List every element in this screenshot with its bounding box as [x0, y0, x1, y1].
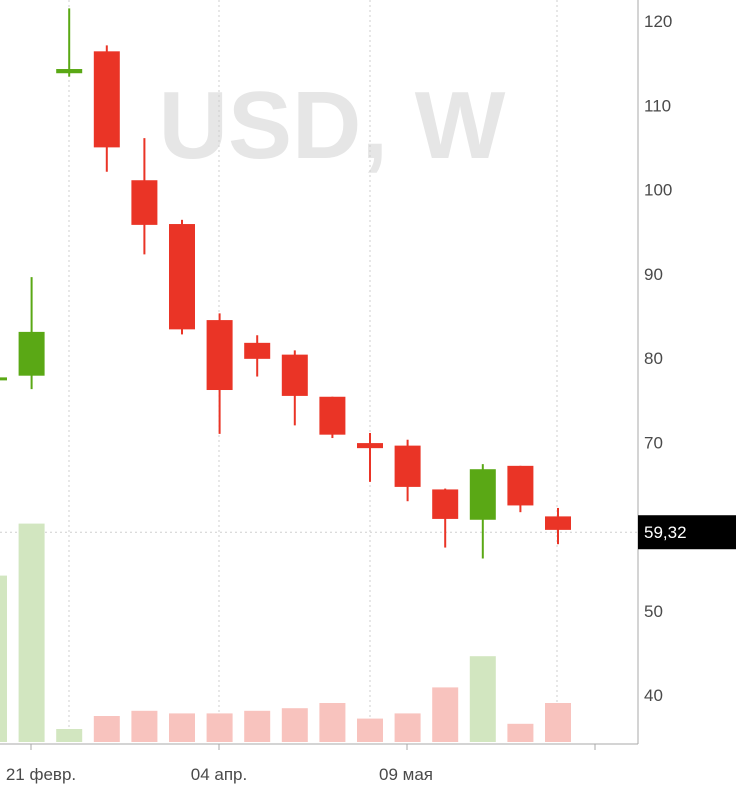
- watermark-text: USD, W: [159, 72, 506, 179]
- y-tick-label: 50: [644, 602, 663, 621]
- y-tick-label: 40: [644, 686, 663, 705]
- candle-body: [507, 465, 534, 506]
- y-tick-label: 110: [644, 96, 671, 115]
- x-tick-label: 21 февр.: [6, 765, 76, 784]
- volume-bar: [56, 729, 83, 742]
- x-tick-label: 04 апр.: [191, 765, 247, 784]
- watermark-layer: USD, W: [159, 72, 506, 179]
- current-price-label: 59,32: [644, 523, 687, 542]
- volume-bar: [319, 703, 346, 742]
- candle: [206, 313, 233, 434]
- candle-body: [56, 69, 83, 74]
- x-tick-label: 09 мая: [379, 765, 433, 784]
- candle-body: [131, 180, 158, 225]
- candle: [545, 507, 571, 545]
- candle: [281, 350, 308, 426]
- volume-layer: [0, 523, 571, 742]
- candle: [244, 335, 271, 377]
- candle-layer: [0, 8, 571, 559]
- candle-body: [319, 396, 346, 435]
- y-tick-label: 120: [644, 12, 672, 31]
- candle: [394, 439, 421, 502]
- candle: [56, 8, 83, 77]
- volume-bar: [507, 723, 534, 742]
- volume-bar: [206, 713, 233, 742]
- current-price-tag-bg: [638, 515, 736, 550]
- y-tick-label: 70: [644, 433, 663, 452]
- volume-bar: [131, 710, 158, 742]
- current-price-tag: 59,32: [638, 515, 736, 550]
- volume-bar: [394, 713, 421, 742]
- candle-body: [0, 377, 7, 381]
- candle: [432, 488, 459, 548]
- volume-bar: [469, 656, 496, 742]
- candle-body: [244, 342, 271, 359]
- y-tick-label: 80: [644, 349, 663, 368]
- volume-bar: [169, 713, 195, 742]
- candle-body: [357, 443, 383, 449]
- volume-bar: [18, 523, 45, 742]
- candle-body: [469, 469, 496, 520]
- volume-bar: [357, 718, 383, 742]
- candle-body: [169, 224, 195, 330]
- candle: [18, 277, 45, 390]
- candle-body: [18, 331, 45, 376]
- volume-bar: [0, 575, 7, 742]
- candle-body: [93, 51, 120, 148]
- candle: [169, 219, 195, 335]
- candle: [319, 396, 346, 439]
- y-tick-label: 100: [644, 181, 672, 200]
- volume-bar: [244, 710, 271, 742]
- candle-body: [206, 320, 233, 391]
- volume-bar: [281, 708, 308, 742]
- volume-bar: [93, 716, 120, 742]
- candle-body: [281, 354, 308, 396]
- candle: [507, 465, 534, 513]
- candle: [357, 432, 383, 482]
- candle-body: [394, 445, 421, 487]
- candle: [0, 377, 7, 381]
- candle-body: [432, 489, 459, 519]
- volume-bar: [545, 703, 571, 742]
- candle: [131, 138, 158, 255]
- y-tick-label: 90: [644, 265, 663, 284]
- candle: [93, 45, 120, 172]
- volume-bar: [432, 687, 459, 742]
- candle-body: [545, 516, 571, 530]
- candle: [469, 464, 496, 559]
